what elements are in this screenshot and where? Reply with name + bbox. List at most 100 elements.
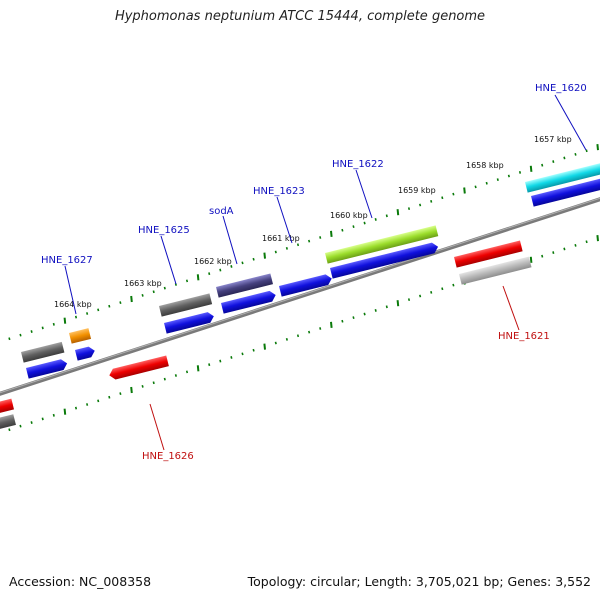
scale-tick [230,265,233,268]
cds-arrow[interactable] [164,311,215,334]
accession-text: Accession: NC_008358 [9,574,152,589]
scale-tick [52,413,55,417]
scale-tick [196,274,200,281]
reverse-cds-arrow[interactable] [108,355,169,380]
scale-tick [319,236,322,239]
scale-tick [97,399,100,403]
gene-bar-grey[interactable] [21,341,65,363]
cds-arrow[interactable] [26,358,68,379]
gene-bar-cyan[interactable] [525,161,600,193]
scale-tick [474,185,477,189]
scale-tick [152,290,155,294]
gene-label-hne-1621[interactable]: HNE_1621 [498,331,550,342]
cds-arrow[interactable] [531,175,600,207]
scale-tick [208,272,211,276]
scale-tick [163,377,166,381]
scale-tick [441,287,444,291]
cds-arrow[interactable] [75,345,96,361]
scale-tick [419,294,422,298]
gene-label-soda[interactable]: sodA [209,206,234,217]
scale-tick [230,356,233,359]
scale-tick [585,240,588,244]
scale-tick [41,417,44,421]
scale-tick [518,171,522,174]
scale-tick [374,218,377,221]
gene-labels: HNE_1620 HNE_1621 HNE_1622 HNE_1623 sodA… [41,83,587,462]
gene-label-hne-1622[interactable]: HNE_1622 [332,159,384,170]
scale-tick [252,257,255,261]
scale-tick [119,301,122,305]
scale-tick [574,152,577,156]
scale-tick [274,250,277,254]
scale-tick [330,321,333,328]
scale-tick [485,181,488,185]
kbp-label: 1663 kbp [124,279,162,288]
scale-tick [119,392,122,396]
gene-bar-red[interactable] [0,398,15,415]
scale-tick [452,192,455,196]
scale-tick [419,203,422,207]
cds-arrow[interactable] [330,241,439,279]
scale-tick [541,254,544,258]
scale-tick [507,174,510,178]
scale-tick [341,228,344,232]
scale-tick [41,326,44,330]
gene-bar-grey[interactable] [0,414,16,431]
scale-tick [130,386,133,394]
gene-bar-grey[interactable] [159,293,213,317]
scale-tick [529,165,533,172]
scale-tick [74,406,78,410]
scale-tick [430,290,433,294]
genome-title: Hyphomonas neptunium ATCC 15444, complet… [114,9,486,24]
scale-tick [596,144,599,151]
kbp-label: 1662 kbp [194,257,232,266]
gene-label-hne-1620[interactable]: HNE_1620 [535,83,587,94]
scale-tick [363,312,366,316]
gene-bar-lime[interactable] [325,225,439,264]
scale-tick [330,230,333,237]
upper-scale-ring [8,144,599,341]
scale-tick [241,261,244,265]
scale-tick [441,196,444,200]
topology-text: Topology: circular; Length: 3,705,021 bp… [247,574,591,589]
scale-tick [19,424,22,428]
scale-tick [563,156,566,160]
scale-tick [563,247,566,251]
scale-tick [30,421,33,424]
gene-bar-orange[interactable] [69,328,92,344]
kbp-label: 1658 kbp [466,161,504,170]
scale-tick [285,246,288,250]
scale-tick [263,252,266,259]
scale-tick [308,330,311,334]
gene-label-hne-1626[interactable]: HNE_1626 [142,451,194,462]
scale-tick [363,221,366,225]
scale-tick [529,256,533,263]
scale-tick [396,300,400,307]
scale-tick [552,251,555,254]
scale-tick [385,305,388,309]
gene-label-hne-1623[interactable]: HNE_1623 [253,186,305,197]
scale-tick [19,333,22,337]
kbp-label: 1664 kbp [54,300,92,309]
scale-tick [185,370,189,374]
scale-tick [585,149,588,153]
kbp-label: 1661 kbp [262,234,300,243]
scale-tick [86,403,89,406]
gene-bar-red[interactable] [454,240,523,268]
scale-tick [163,286,166,290]
cds-arrow[interactable] [279,273,333,297]
gene-bar-purple[interactable] [216,273,273,298]
cds-arrow[interactable] [221,290,277,314]
gene-label-hne-1627[interactable]: HNE_1627 [41,255,93,266]
scale-tick [274,341,277,345]
scale-tick [108,395,111,399]
scale-tick [430,199,433,203]
scale-tick [174,374,177,377]
gene-label-hne-1625[interactable]: HNE_1625 [138,225,190,236]
scale-tick [30,330,33,333]
scale-tick [141,293,144,297]
gene-bar-lightgrey[interactable] [459,256,532,285]
scale-tick [219,268,222,272]
scale-tick [385,214,388,218]
scale-tick [8,337,11,341]
